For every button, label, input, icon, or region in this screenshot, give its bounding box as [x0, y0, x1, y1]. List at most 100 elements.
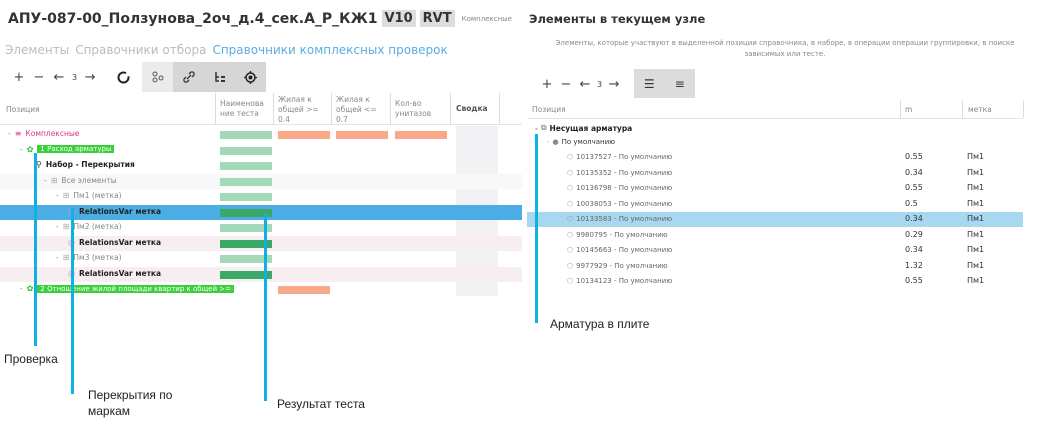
cube-icon: ⬡ — [567, 153, 574, 161]
level-forward-button[interactable]: → — [84, 69, 96, 85]
element-row[interactable]: ⬡ 9980795 - По умолчанию 0.29 Пм1 — [527, 228, 1023, 243]
collapse-toggle[interactable]: - — [8, 129, 11, 138]
row-label: Набор - Перекрытия — [45, 160, 135, 169]
element-mark: Пм1 — [967, 198, 985, 208]
element-m: 0.55 — [905, 183, 923, 192]
element-m: 0.34 — [905, 214, 923, 223]
tree-row[interactable]: ◎RelationsVar метка — [0, 266, 522, 282]
element-name: 9977929 - По умолчанию — [576, 261, 668, 270]
cube-icon: ⬡ — [567, 230, 574, 239]
element-row[interactable]: ⬡ 10137527 - По умолчанию 0.55 Пм1 — [527, 150, 1023, 165]
subtitle: Комплексные — [461, 14, 512, 23]
element-mark: Пм1 — [967, 214, 985, 223]
test-result-bar — [220, 162, 272, 170]
col-ratio-min[interactable]: Жилая к общей >= 0.4 — [273, 93, 331, 125]
collapse-toggle[interactable]: - — [56, 191, 59, 200]
element-row[interactable]: ⬡ 9977929 - По умолчанию 1.32 Пм1 — [527, 259, 1023, 274]
annotation-rebar: Арматура в плите — [550, 317, 650, 331]
collapse-toggle[interactable]: - — [20, 144, 23, 154]
test-result-bar — [220, 239, 272, 248]
locate-icon[interactable] — [235, 62, 266, 92]
tree-row[interactable]: ⚲ Набор - Перекрытия — [0, 158, 522, 173]
element-name: 10135352 - По умолчанию — [576, 168, 673, 177]
tree-row[interactable]: - ≡ Комплексные — [0, 127, 522, 142]
tab-elements[interactable]: Элементы — [5, 43, 70, 57]
tree-row[interactable]: ◎RelationsVar метка — [0, 204, 522, 220]
tree-row[interactable]: - ✿ 2 Отношение жилой площади квартир к об… — [0, 282, 522, 297]
col-ratio-max[interactable]: Жилая к общей <= 0.7 — [331, 93, 390, 125]
tree-root-row[interactable]: - ⧉ Несущая арматура — [535, 123, 633, 133]
cube-icon: ⬡ — [567, 277, 574, 285]
element-row[interactable]: ⬡ 10135352 - По умолчанию 0.34 Пм1 — [527, 166, 1023, 181]
element-mark: Пм1 — [967, 167, 985, 177]
element-m: 0.29 — [905, 229, 923, 239]
tab-selection-dirs[interactable]: Справочники отбора — [75, 43, 207, 57]
collapse-toggle[interactable]: - — [20, 284, 23, 293]
element-mark: Пм1 — [967, 152, 985, 161]
expand-button[interactable]: + — [541, 76, 553, 92]
level-value: 3 — [597, 79, 603, 89]
collapse-button[interactable]: − — [560, 76, 572, 92]
col-position[interactable]: Позиция — [6, 105, 40, 114]
row-label: RelationsVar метка — [78, 237, 162, 247]
tree-row[interactable]: - ⊞ Пм1 (метка) — [0, 189, 522, 204]
collapse-toggle[interactable]: - — [56, 222, 59, 231]
tree-row[interactable]: - ⊞ Пм3 (метка) — [0, 251, 522, 266]
refresh-icon[interactable] — [108, 62, 139, 92]
collapse-button[interactable]: − — [33, 69, 45, 85]
collapse-toggle[interactable]: - — [44, 175, 47, 185]
cube-icon: ⬡ — [567, 261, 574, 270]
annotation-line-rebar — [535, 134, 538, 323]
element-name: 10038053 - По умолчанию — [576, 199, 673, 208]
col-mark[interactable]: метка — [962, 100, 1024, 118]
col-toilets[interactable]: Кол-во унитазов — [390, 93, 450, 125]
level-back-button[interactable]: ← — [53, 69, 65, 85]
right-panel-description: Элементы, которые участвуют в выделенной… — [555, 39, 1015, 58]
test-result-bar — [220, 177, 272, 186]
sphere-icon: ● — [552, 138, 559, 146]
tree-group-row[interactable]: - ● По умолчанию — [547, 138, 616, 146]
element-m: 0.34 — [905, 167, 923, 177]
element-m: 0.55 — [905, 152, 923, 161]
row-label: Комплексные — [25, 129, 80, 138]
col-test-name[interactable]: Наименова ние теста — [215, 93, 273, 125]
level-forward-button[interactable]: → — [608, 76, 620, 92]
element-name: 10137527 - По умолчанию — [576, 153, 673, 161]
test-result-bar — [220, 193, 272, 201]
element-row[interactable]: ⬡ 10145663 - По умолчанию 0.34 Пм1 — [527, 243, 1023, 258]
element-row[interactable]: ⬡ 10133583 - По умолчанию 0.34 Пм1 — [527, 212, 1023, 227]
col-m[interactable]: m — [900, 100, 962, 118]
group-label: По умолчанию — [561, 138, 616, 146]
col-position[interactable]: Позиция — [532, 105, 566, 114]
expand-button[interactable]: + — [13, 69, 25, 85]
nodes-icon[interactable] — [142, 62, 173, 92]
element-row[interactable]: ⬡ 10038053 - По умолчанию 0.5 Пм1 — [527, 197, 1023, 212]
row-label: Пм1 (метка) — [73, 191, 122, 200]
tree-row[interactable]: ◎RelationsVar метка — [0, 235, 522, 251]
bullet-list-icon[interactable]: ☰ — [643, 76, 655, 91]
element-row[interactable]: ⬡ 10136798 - По умолчанию 0.55 Пм1 — [527, 181, 1023, 196]
cube-icon: ⬡ — [567, 199, 574, 208]
element-m: 1.32 — [905, 260, 923, 270]
col-summary[interactable]: Сводка — [450, 93, 500, 125]
tree-row[interactable]: - ⊞ Пм2 (метка) — [0, 220, 522, 235]
element-row[interactable]: ⬡ 10134123 - По умолчанию 0.55 Пм1 — [527, 274, 1023, 289]
element-name: 10134123 - По умолчанию — [576, 277, 673, 285]
version-badge: V10 — [381, 10, 416, 27]
tree-row[interactable]: - ⊞ Все элементы — [0, 173, 522, 189]
tree-row[interactable]: - ✿ 1 Расход арматуры — [0, 143, 522, 158]
cube-icon: ⬡ — [567, 246, 574, 254]
element-mark: Пм1 — [967, 260, 985, 270]
collapse-toggle[interactable]: - — [56, 253, 59, 262]
row-label: RelationsVar метка — [78, 268, 162, 278]
level-back-button[interactable]: ← — [579, 76, 591, 92]
tab-complex-checks[interactable]: Справочники комплексных проверок — [212, 43, 448, 57]
element-mark: Пм1 — [967, 183, 985, 192]
right-panel-title: Элементы в текущем узле — [529, 12, 706, 26]
element-name: 10133583 - По умолчанию — [576, 215, 673, 223]
element-mark: Пм1 — [967, 276, 985, 285]
list-icon[interactable]: ≡ — [674, 76, 685, 91]
element-mark: Пм1 — [967, 229, 985, 239]
link-icon[interactable] — [173, 62, 204, 92]
hierarchy-icon[interactable] — [204, 62, 235, 92]
